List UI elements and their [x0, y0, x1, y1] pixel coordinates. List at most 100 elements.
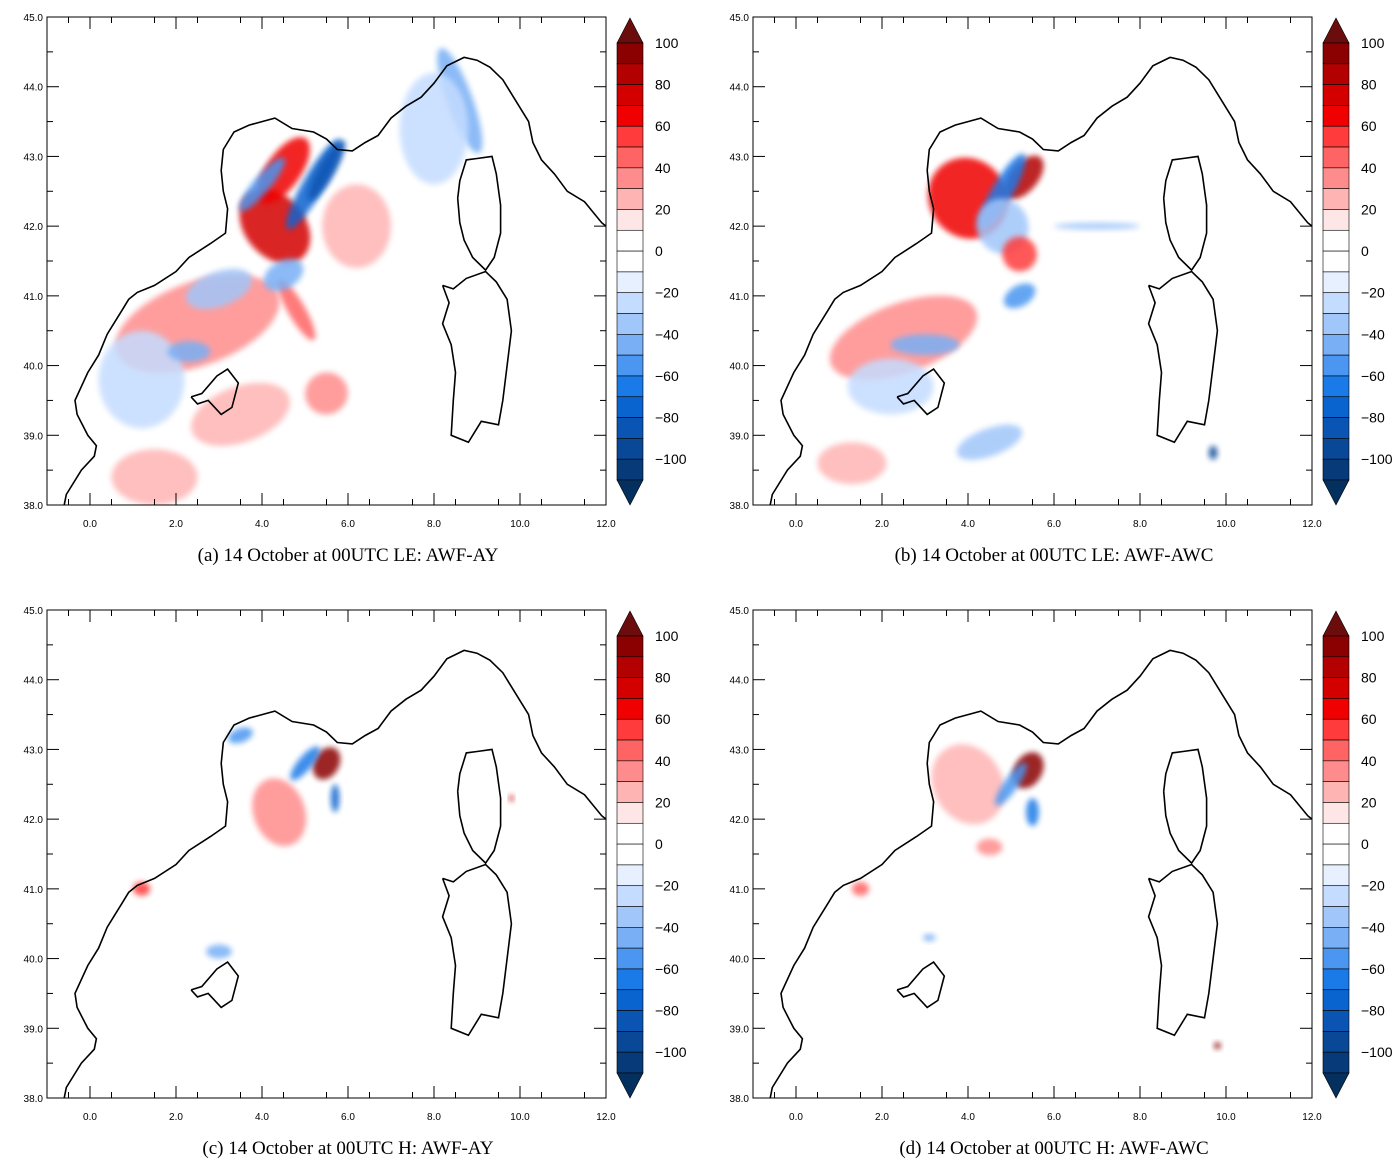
y-tick-label: 45.0	[730, 606, 750, 617]
colorbar-label: −100	[655, 1044, 687, 1060]
colorbar-segment	[1322, 906, 1350, 928]
colorbar-upper-arrow	[616, 17, 644, 44]
colorbar-segment	[1322, 375, 1350, 398]
x-tick-label: 8.0	[427, 519, 441, 530]
colorbar-segment	[616, 125, 644, 148]
colorbar-lower-arrow	[616, 1072, 644, 1099]
colorbar-label: 100	[655, 628, 679, 644]
colorbar-label: 60	[1361, 118, 1377, 134]
colorbar-segment	[616, 656, 644, 678]
colorbar-segment	[616, 354, 644, 377]
anomaly-patch	[290, 746, 320, 781]
anomaly-patch	[206, 944, 232, 959]
colorbar-segment	[1322, 864, 1350, 887]
map-panel-a: 0.0 2.0 4.0 6.0 8.0 10.0 12.0 45.0 44.0 43.0 42.0 4…	[24, 13, 687, 530]
colorbar-segment	[1322, 656, 1350, 678]
colorbar-label: −80	[655, 410, 679, 426]
colorbar-label: 0	[1361, 836, 1369, 852]
anomaly-patch	[186, 268, 252, 310]
x-tick-label: 12.0	[1302, 519, 1322, 530]
x-tick-label: 2.0	[169, 519, 183, 530]
colorbar: 100 80 60 40 20 0 −20 −40 −60 −80 −100	[616, 17, 687, 506]
colorbar-label: −60	[1361, 368, 1385, 384]
colorbar-label: −100	[1361, 451, 1393, 467]
y-tick-label: 42.0	[24, 222, 44, 233]
colorbar-label: −100	[1361, 1044, 1393, 1060]
x-tick-label: 4.0	[961, 1112, 975, 1123]
x-tick-label: 6.0	[1047, 519, 1061, 530]
colorbar-segment	[616, 188, 644, 210]
colorbar-label: 20	[1361, 201, 1377, 217]
corsica-coastline	[1162, 155, 1208, 272]
colorbar-segment	[1322, 63, 1350, 85]
colorbar-segment	[1322, 229, 1350, 252]
anomaly-patch	[167, 341, 211, 363]
axis-ticks: 0.0 2.0 4.0 6.0 8.0 10.0 12.0 45.0 44.0 43.0 42.0 4…	[730, 606, 1323, 1123]
x-tick-label: 8.0	[1133, 519, 1147, 530]
colorbar-segment	[1322, 927, 1350, 949]
colorbar-segment	[1322, 968, 1350, 991]
anomaly-field	[133, 727, 514, 959]
caption-d: (d) 14 October at 00UTC H: AWF-AWC	[899, 1138, 1209, 1159]
y-tick-label: 45.0	[730, 13, 750, 24]
colorbar-label: 60	[655, 118, 671, 134]
colorbar-segment	[616, 229, 644, 252]
colorbar-lower-arrow	[1322, 1072, 1350, 1099]
colorbar-lower-arrow	[1322, 479, 1350, 506]
anomaly-patch	[976, 838, 1003, 856]
sardinia-coastline	[441, 270, 513, 444]
colorbar-segment	[616, 271, 644, 294]
colorbar-label: −40	[655, 326, 679, 342]
colorbar-label: 40	[1361, 160, 1377, 176]
anomaly-patch	[1026, 798, 1039, 827]
colorbar-label: 0	[1361, 243, 1369, 259]
x-tick-label: 0.0	[789, 1112, 803, 1123]
colorbar-segment	[616, 947, 644, 970]
colorbar-segment	[1322, 947, 1350, 970]
x-tick-label: 12.0	[1302, 1112, 1322, 1123]
colorbar: 100 80 60 40 20 0 −20 −40 −60 −80 −100	[1322, 17, 1393, 506]
colorbar-segment	[1322, 105, 1350, 127]
coastlines	[63, 56, 606, 505]
corsica-coastline	[1162, 748, 1208, 865]
colorbar-label: 80	[1361, 670, 1377, 686]
y-tick-label: 45.0	[24, 13, 44, 24]
colorbar-segment	[1322, 698, 1350, 720]
anomaly-patch	[1208, 445, 1218, 460]
anomaly-field	[98, 48, 483, 505]
colorbar-segment	[1322, 458, 1350, 481]
anomaly-patch	[111, 449, 198, 505]
anomaly-patch	[817, 442, 887, 485]
colorbar-segment	[616, 250, 644, 273]
colorbar-segment	[1322, 42, 1350, 65]
colorbar-segment	[1322, 271, 1350, 294]
colorbar-segment	[1322, 209, 1350, 231]
y-tick-label: 44.0	[730, 676, 750, 687]
y-tick-label: 42.0	[730, 815, 750, 826]
anomaly-patch	[509, 794, 514, 802]
colorbar: 100 80 60 40 20 0 −20 −40 −60 −80 −100	[1322, 610, 1393, 1099]
x-tick-label: 10.0	[510, 519, 530, 530]
colorbar-label: 100	[655, 35, 679, 51]
mallorca-coastline	[896, 368, 946, 416]
colorbar-segment	[1322, 167, 1350, 189]
sardinia-coastline	[441, 863, 513, 1037]
plot-frame	[752, 609, 1313, 1099]
x-tick-label: 8.0	[427, 1112, 441, 1123]
mallorca-coastline	[190, 368, 240, 416]
y-tick-label: 41.0	[24, 292, 44, 303]
colorbar-segment	[1322, 292, 1350, 314]
y-tick-label: 41.0	[730, 292, 750, 303]
anomaly-patch	[277, 279, 316, 341]
colorbar-label: 60	[655, 711, 671, 727]
colorbar-segment	[1322, 635, 1350, 658]
colorbar-segment	[616, 822, 644, 845]
x-tick-label: 10.0	[510, 1112, 530, 1123]
colorbar-label: −20	[655, 285, 679, 301]
colorbar-upper-arrow	[1322, 610, 1350, 637]
colorbar-label: 20	[655, 794, 671, 810]
x-tick-label: 2.0	[169, 1112, 183, 1123]
anomaly-patch	[922, 934, 936, 942]
anomaly-patch	[956, 424, 1023, 460]
colorbar-segment	[1322, 84, 1350, 106]
